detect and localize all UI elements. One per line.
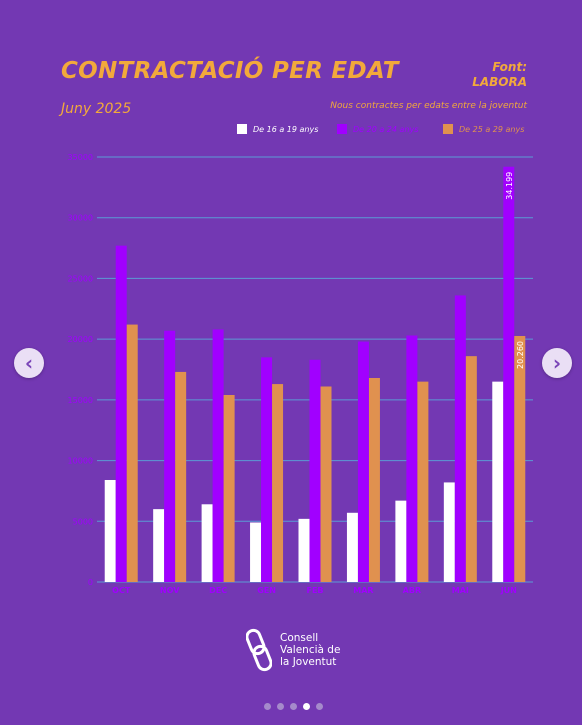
carousel-dot[interactable] bbox=[290, 703, 297, 710]
legend-swatch bbox=[443, 124, 453, 134]
source-note: Font: LABORA bbox=[472, 60, 527, 90]
carousel-dot[interactable] bbox=[303, 703, 310, 710]
bar bbox=[309, 359, 321, 582]
bar bbox=[320, 386, 332, 582]
legend-item: De 16 a 19 anys bbox=[237, 124, 318, 134]
bar bbox=[175, 371, 187, 582]
bar bbox=[153, 509, 165, 582]
x-tick-label: DEC bbox=[209, 586, 227, 595]
chain-link-icon bbox=[246, 628, 272, 672]
page-title: CONTRACTACIÓ PER EDAT bbox=[61, 58, 399, 84]
bar bbox=[417, 381, 429, 582]
prev-slide-button[interactable]: ‹ bbox=[14, 348, 44, 378]
legend-label: De 25 a 29 anys bbox=[459, 124, 525, 134]
y-tick-label: 35000 bbox=[68, 153, 93, 162]
x-tick-label: JUN bbox=[500, 586, 517, 595]
source-label: Font: bbox=[492, 60, 527, 74]
bar bbox=[104, 480, 116, 582]
bar bbox=[406, 335, 418, 582]
y-tick-label: 25000 bbox=[68, 274, 93, 283]
carousel-dot[interactable] bbox=[277, 703, 284, 710]
bar bbox=[298, 518, 310, 582]
x-tick-label: GEN bbox=[257, 586, 276, 595]
data-label: 34.199 bbox=[505, 172, 514, 200]
legend-label: De 20 a 24 anys bbox=[353, 124, 419, 134]
carousel-dot[interactable] bbox=[316, 703, 323, 710]
bar bbox=[201, 504, 213, 582]
brand-logo: Consell Valencià de la Joventut bbox=[246, 628, 340, 672]
bar bbox=[261, 357, 273, 582]
legend-swatch bbox=[337, 124, 347, 134]
bar bbox=[223, 395, 235, 582]
bar bbox=[250, 522, 262, 582]
bar bbox=[115, 245, 127, 582]
bar-chart: 0 5000 10000 15000 20000 25000 30000 35000 OCT NO… bbox=[68, 153, 533, 595]
x-tick-label: OCT bbox=[112, 586, 131, 595]
bar bbox=[514, 335, 526, 582]
bar bbox=[454, 295, 466, 582]
x-tick-label: FEB bbox=[306, 586, 323, 595]
carousel-dots bbox=[264, 703, 323, 710]
y-tick-label: 0 bbox=[88, 578, 93, 587]
legend-label: De 16 a 19 anys bbox=[253, 124, 319, 134]
bar bbox=[164, 330, 176, 582]
page-subtitle: Juny 2025 bbox=[61, 101, 132, 117]
bar bbox=[465, 356, 477, 582]
brand-line-2: Valencià de bbox=[280, 644, 341, 656]
bar bbox=[443, 482, 455, 582]
bar bbox=[395, 500, 407, 582]
bar bbox=[346, 512, 358, 582]
next-slide-button[interactable]: › bbox=[542, 348, 572, 378]
bar bbox=[272, 384, 284, 582]
brand-line-1: Consell bbox=[280, 632, 319, 644]
y-tick-label: 5000 bbox=[73, 517, 93, 526]
chart-description: Nous contractes per edats entre la joven… bbox=[330, 101, 527, 111]
x-tick-label: MAI bbox=[452, 586, 469, 595]
legend-item: De 20 a 24 anys bbox=[337, 124, 418, 134]
x-tick-label: ABR bbox=[403, 586, 421, 595]
brand-line-3: la Joventut bbox=[280, 656, 337, 668]
chart-legend: De 16 a 19 anys De 20 a 24 anys De 25 a 29… bbox=[0, 124, 582, 138]
source-name: LABORA bbox=[472, 75, 527, 89]
bar bbox=[212, 329, 224, 582]
y-tick-label: 20000 bbox=[68, 335, 93, 344]
bar bbox=[368, 378, 380, 582]
legend-swatch bbox=[237, 124, 247, 134]
x-tick-label: MAR bbox=[353, 586, 373, 595]
bar bbox=[357, 341, 369, 582]
bar bbox=[126, 324, 138, 582]
data-label: 20.260 bbox=[516, 341, 525, 369]
brand-name: Consell Valencià de la Joventut bbox=[280, 632, 340, 668]
y-tick-label: 10000 bbox=[68, 457, 93, 466]
bar bbox=[503, 166, 515, 582]
bar bbox=[492, 381, 504, 582]
y-tick-label: 30000 bbox=[68, 214, 93, 223]
y-tick-label: 15000 bbox=[68, 396, 93, 405]
carousel-dot[interactable] bbox=[264, 703, 271, 710]
x-tick-label: NOV bbox=[160, 586, 180, 595]
legend-item: De 25 a 29 anys bbox=[443, 124, 524, 134]
